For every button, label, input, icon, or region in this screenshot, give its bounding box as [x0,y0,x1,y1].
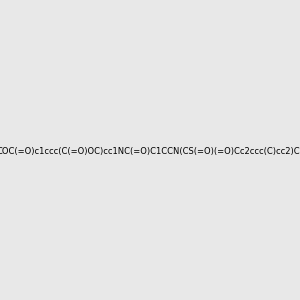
Text: COC(=O)c1ccc(C(=O)OC)cc1NC(=O)C1CCN(CS(=O)(=O)Cc2ccc(C)cc2)CC1: COC(=O)c1ccc(C(=O)OC)cc1NC(=O)C1CCN(CS(=… [0,147,300,156]
